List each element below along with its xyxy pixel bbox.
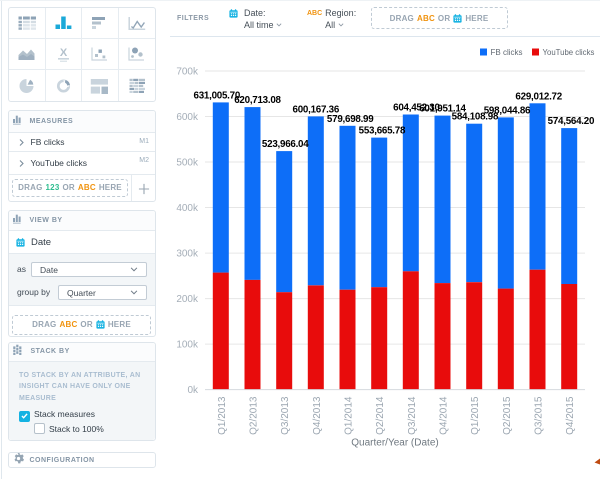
svg-text:Q3/2015: Q3/2015	[534, 396, 545, 435]
svg-text:Q4/2014: Q4/2014	[439, 396, 450, 435]
svg-text:700k: 700k	[176, 66, 199, 77]
svg-text:584,108.98: 584,108.98	[452, 112, 499, 123]
svg-text:Q1/2014: Q1/2014	[344, 396, 355, 435]
svg-text:574,564.20: 574,564.20	[548, 116, 595, 127]
svg-text:Q3/2013: Q3/2013	[280, 396, 291, 435]
svg-text:Q1/2015: Q1/2015	[470, 396, 481, 435]
svg-text:579,698.99: 579,698.99	[327, 114, 374, 125]
svg-text:300k: 300k	[176, 249, 199, 260]
svg-text:Q2/2014: Q2/2014	[375, 396, 386, 435]
svg-text:Q2/2015: Q2/2015	[502, 396, 513, 435]
svg-text:400k: 400k	[176, 203, 199, 214]
svg-text:500k: 500k	[176, 157, 199, 168]
svg-text:629,012.72: 629,012.72	[515, 91, 562, 102]
svg-text:200k: 200k	[176, 294, 199, 305]
svg-text:100k: 100k	[176, 340, 199, 351]
svg-text:FB clicks: FB clicks	[491, 48, 523, 57]
svg-text:Q4/2013: Q4/2013	[312, 396, 323, 435]
svg-text:553,665.78: 553,665.78	[359, 126, 406, 137]
svg-text:600k: 600k	[176, 112, 199, 123]
svg-text:600,167.36: 600,167.36	[293, 104, 340, 115]
svg-text:Q3/2014: Q3/2014	[407, 396, 418, 435]
svg-text:598,044.86: 598,044.86	[484, 105, 531, 116]
svg-text:Q4/2015: Q4/2015	[565, 396, 576, 435]
svg-text:Quarter/Year (Date): Quarter/Year (Date)	[351, 438, 438, 449]
svg-text:601,951.14: 601,951.14	[419, 104, 466, 115]
svg-text:0k: 0k	[187, 385, 199, 396]
svg-text:YouTube clicks: YouTube clicks	[543, 48, 595, 57]
svg-text:Q2/2013: Q2/2013	[249, 396, 260, 435]
svg-text:X: X	[60, 47, 68, 59]
svg-text:631,005.70: 631,005.70	[194, 90, 241, 101]
svg-text:523,966.04: 523,966.04	[262, 139, 309, 150]
svg-text:Q1/2013: Q1/2013	[217, 396, 228, 435]
svg-text:620,713.08: 620,713.08	[234, 95, 281, 106]
svg-text:604,452.30: 604,452.30	[393, 103, 440, 114]
